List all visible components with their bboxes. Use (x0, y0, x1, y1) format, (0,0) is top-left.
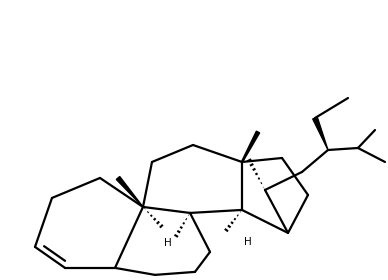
Polygon shape (241, 131, 260, 162)
Polygon shape (313, 117, 328, 150)
Polygon shape (116, 176, 143, 207)
Text: H: H (244, 237, 252, 247)
Text: H: H (164, 238, 172, 248)
